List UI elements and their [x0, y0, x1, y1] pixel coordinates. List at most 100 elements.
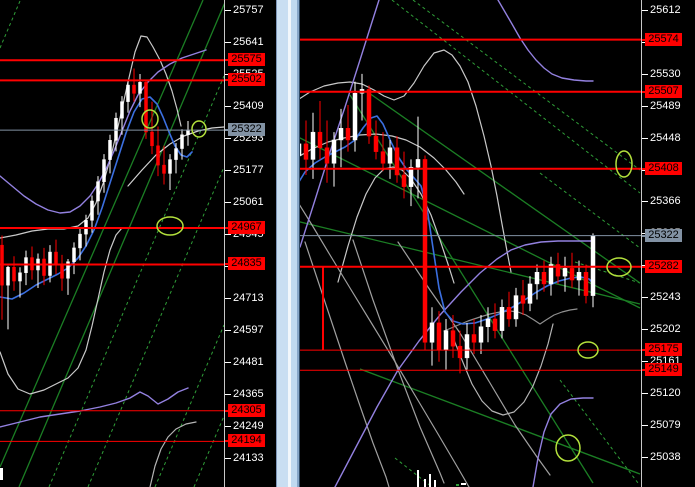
- price-tick-label: 24481: [233, 356, 264, 368]
- candle[interactable]: [303, 120, 309, 175]
- candle[interactable]: [485, 307, 491, 343]
- candle[interactable]: [569, 252, 575, 288]
- candle[interactable]: [590, 233, 596, 308]
- candle[interactable]: [60, 254, 64, 291]
- candle[interactable]: [126, 79, 130, 113]
- bull-candle-body: [174, 148, 178, 160]
- axis-tick: [225, 329, 231, 331]
- candle[interactable]: [464, 322, 470, 370]
- right-price-axis[interactable]: 2561225571255302548925448254072536625325…: [641, 0, 695, 487]
- price-level-label: 25282: [645, 260, 682, 273]
- candle[interactable]: [84, 214, 88, 247]
- candle[interactable]: [102, 154, 106, 193]
- candle[interactable]: [506, 291, 512, 327]
- candle[interactable]: [352, 81, 358, 152]
- candle[interactable]: [415, 116, 421, 199]
- candle[interactable]: [168, 154, 172, 190]
- candle[interactable]: [338, 108, 344, 168]
- candle[interactable]: [144, 79, 148, 139]
- candle[interactable]: [6, 265, 10, 330]
- candle[interactable]: [373, 120, 379, 160]
- candle[interactable]: [132, 68, 136, 102]
- indicator-curve: [0, 96, 193, 300]
- left-price-axis[interactable]: 2575725641255252540925293251772506124945…: [224, 0, 277, 487]
- candle[interactable]: [114, 112, 118, 152]
- bear-candle-body: [144, 82, 148, 133]
- bull-candle-body: [443, 330, 449, 351]
- candle[interactable]: [408, 159, 414, 207]
- candle[interactable]: [96, 176, 100, 215]
- left-chart-canvas[interactable]: [0, 0, 224, 487]
- dashed-trendline: [193, 415, 224, 487]
- indicator-curve: [334, 240, 594, 487]
- price-level-label: 25149: [645, 363, 682, 376]
- candle[interactable]: [24, 250, 28, 286]
- candle[interactable]: [0, 235, 4, 320]
- candle[interactable]: [548, 256, 554, 296]
- candle[interactable]: [120, 96, 124, 135]
- candle[interactable]: [324, 120, 330, 183]
- candle[interactable]: [380, 132, 386, 172]
- candle[interactable]: [78, 228, 82, 261]
- candle[interactable]: [359, 73, 365, 121]
- candle[interactable]: [174, 143, 178, 174]
- left-chart-window[interactable]: [0, 0, 224, 487]
- right-chart-canvas[interactable]: [300, 0, 641, 487]
- candle[interactable]: [541, 260, 547, 292]
- price-level-label: 24194: [228, 434, 265, 447]
- annotations-layer: [141, 109, 207, 236]
- candle[interactable]: [366, 85, 372, 144]
- candle[interactable]: [54, 239, 58, 275]
- bear-candle-body: [132, 84, 136, 94]
- candle[interactable]: [180, 129, 184, 160]
- window-divider[interactable]: [276, 0, 300, 487]
- candle[interactable]: [108, 134, 112, 174]
- candle[interactable]: [42, 247, 46, 286]
- candle[interactable]: [331, 132, 337, 187]
- candle[interactable]: [457, 330, 463, 374]
- price-level-label: 25574: [645, 33, 682, 46]
- candle[interactable]: [317, 101, 323, 160]
- right-chart-window[interactable]: [300, 0, 641, 487]
- bull-candle-body: [576, 272, 582, 281]
- price-tick-label: 24597: [233, 324, 264, 336]
- candle[interactable]: [90, 195, 94, 233]
- bull-candle-body: [415, 159, 421, 168]
- bear-candle-body: [345, 128, 351, 141]
- candle[interactable]: [471, 318, 477, 354]
- candle[interactable]: [478, 315, 484, 354]
- candle[interactable]: [156, 126, 160, 177]
- candle[interactable]: [583, 264, 589, 304]
- candle[interactable]: [186, 120, 190, 146]
- candle[interactable]: [72, 242, 76, 275]
- candle[interactable]: [499, 299, 505, 339]
- level-line-connector: [642, 369, 646, 371]
- candle[interactable]: [429, 307, 435, 366]
- candle[interactable]: [345, 104, 351, 152]
- candle[interactable]: [394, 136, 400, 183]
- candle[interactable]: [513, 287, 519, 327]
- solid-trendline: [349, 94, 594, 484]
- candle[interactable]: [492, 303, 498, 339]
- candle[interactable]: [387, 139, 393, 179]
- candle[interactable]: [12, 256, 16, 291]
- candle[interactable]: [555, 252, 561, 284]
- candle[interactable]: [300, 124, 302, 186]
- candle[interactable]: [562, 256, 568, 292]
- candle[interactable]: [534, 264, 540, 300]
- bull-candle-body: [331, 139, 337, 164]
- candle[interactable]: [401, 151, 407, 199]
- bull-candle-body: [338, 128, 344, 141]
- candle[interactable]: [30, 246, 34, 280]
- candle[interactable]: [443, 318, 449, 370]
- candle[interactable]: [138, 74, 142, 108]
- bull-candle-body: [6, 266, 10, 286]
- candle[interactable]: [527, 276, 533, 312]
- candle[interactable]: [520, 280, 526, 316]
- candle[interactable]: [450, 315, 456, 358]
- candle[interactable]: [18, 267, 22, 298]
- candle[interactable]: [422, 155, 428, 351]
- axis-tick: [642, 73, 648, 75]
- bear-candle-body: [457, 345, 463, 359]
- candle[interactable]: [162, 145, 166, 185]
